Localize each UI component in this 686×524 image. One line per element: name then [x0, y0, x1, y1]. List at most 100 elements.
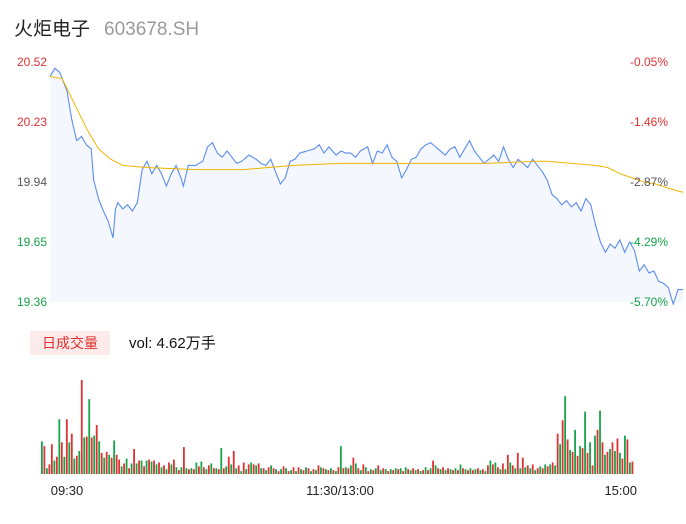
volume-bar	[290, 470, 292, 474]
volume-bar	[357, 468, 360, 474]
volume-bar	[120, 466, 123, 474]
volume-bar	[130, 463, 133, 474]
price-area-layer	[50, 68, 683, 305]
volume-bar	[412, 468, 415, 474]
volume-bar	[282, 466, 285, 474]
volume-bar	[566, 439, 569, 474]
volume-bar	[108, 454, 111, 474]
volume-bar	[262, 468, 265, 474]
pct-tick-label: -4.29%	[630, 235, 668, 249]
volume-bar	[594, 435, 596, 474]
volume-bar	[384, 469, 387, 474]
volume-bar	[599, 410, 601, 474]
y-tick-label: 20.23	[17, 115, 47, 129]
volume-bar	[619, 452, 621, 474]
average-price-line	[49, 75, 684, 193]
volume-bar	[165, 469, 168, 474]
volume-bar	[220, 448, 223, 474]
volume-bar	[325, 469, 327, 474]
volume-bar	[250, 462, 253, 474]
volume-bar	[60, 442, 63, 474]
volume-bar	[312, 469, 315, 474]
volume-bar	[439, 469, 442, 474]
volume-bar	[447, 468, 449, 474]
volume-bar	[55, 456, 58, 474]
volume-bar	[225, 466, 228, 474]
volume-bar	[392, 470, 395, 474]
volume-bar	[372, 470, 375, 474]
volume-bar	[98, 441, 101, 474]
volume-bar	[155, 464, 158, 474]
volume-bar	[83, 437, 86, 474]
volume-bar	[459, 464, 462, 474]
volume-bar	[185, 468, 188, 474]
volume-bar	[409, 470, 412, 474]
volume-bar	[589, 442, 591, 474]
volume-bar	[564, 396, 567, 474]
volume-bar	[586, 452, 589, 474]
volume-bar	[452, 470, 454, 474]
volume-bar	[207, 465, 210, 474]
x-tick-label: 15:00	[604, 483, 637, 498]
volume-bar	[335, 471, 337, 474]
daily-volume-tag[interactable]: 日成交量	[30, 331, 110, 355]
volume-bar	[487, 465, 489, 474]
volume-bar	[158, 462, 160, 474]
volume-bar	[367, 471, 370, 474]
volume-bar	[110, 457, 113, 474]
volume-bar	[297, 467, 300, 474]
volume-bar	[190, 468, 193, 474]
volume-bar	[43, 446, 46, 474]
volume-bar	[103, 457, 106, 474]
volume-bar	[414, 470, 417, 474]
volume-bar	[591, 465, 594, 474]
stock-code: 603678.SH	[104, 19, 200, 40]
volume-bar	[389, 469, 392, 474]
volume-bar	[205, 469, 208, 474]
volume-bar	[212, 468, 215, 474]
volume-bar	[90, 437, 93, 474]
volume-bar	[437, 468, 439, 474]
volume-bar	[464, 469, 467, 474]
volume-bar	[210, 463, 213, 474]
volume-bar	[330, 468, 332, 474]
volume-bar	[402, 471, 405, 474]
volume-bar	[407, 469, 410, 474]
pct-tick-label: -5.70%	[630, 295, 668, 309]
volume-bar	[275, 469, 277, 474]
y-tick-label: 19.65	[17, 235, 47, 249]
volume-bar	[499, 469, 502, 474]
volume-bar	[506, 454, 509, 474]
volume-bar	[173, 459, 175, 474]
volume-bar	[230, 464, 233, 474]
volume-bar	[424, 467, 427, 474]
volume-bar	[496, 467, 499, 474]
volume-bar	[267, 467, 270, 474]
volume-bar	[442, 467, 444, 474]
volume-bar	[222, 468, 225, 474]
volume-bar	[322, 468, 325, 474]
volume-bar	[394, 468, 397, 474]
volume-bar	[252, 464, 255, 474]
volume-bar	[235, 468, 238, 474]
volume-bar	[75, 455, 78, 474]
volume-bar	[192, 469, 195, 474]
volume-bar	[561, 420, 564, 474]
volume-bar	[133, 449, 135, 474]
volume-bar	[135, 463, 138, 474]
volume-bar	[526, 465, 529, 474]
volume-bar	[482, 469, 484, 474]
volume-bar	[118, 459, 121, 474]
volume-bar	[105, 451, 108, 474]
volume-bar	[559, 444, 562, 474]
volume-bar	[469, 468, 472, 474]
volume-bar	[541, 468, 544, 474]
volume-bar	[606, 451, 609, 474]
volume-bar	[227, 456, 230, 474]
volume-bar	[534, 470, 537, 474]
volume-bar	[232, 450, 235, 474]
volume-bar	[247, 464, 250, 474]
volume-bar	[359, 470, 362, 474]
volume-bar	[444, 470, 447, 474]
